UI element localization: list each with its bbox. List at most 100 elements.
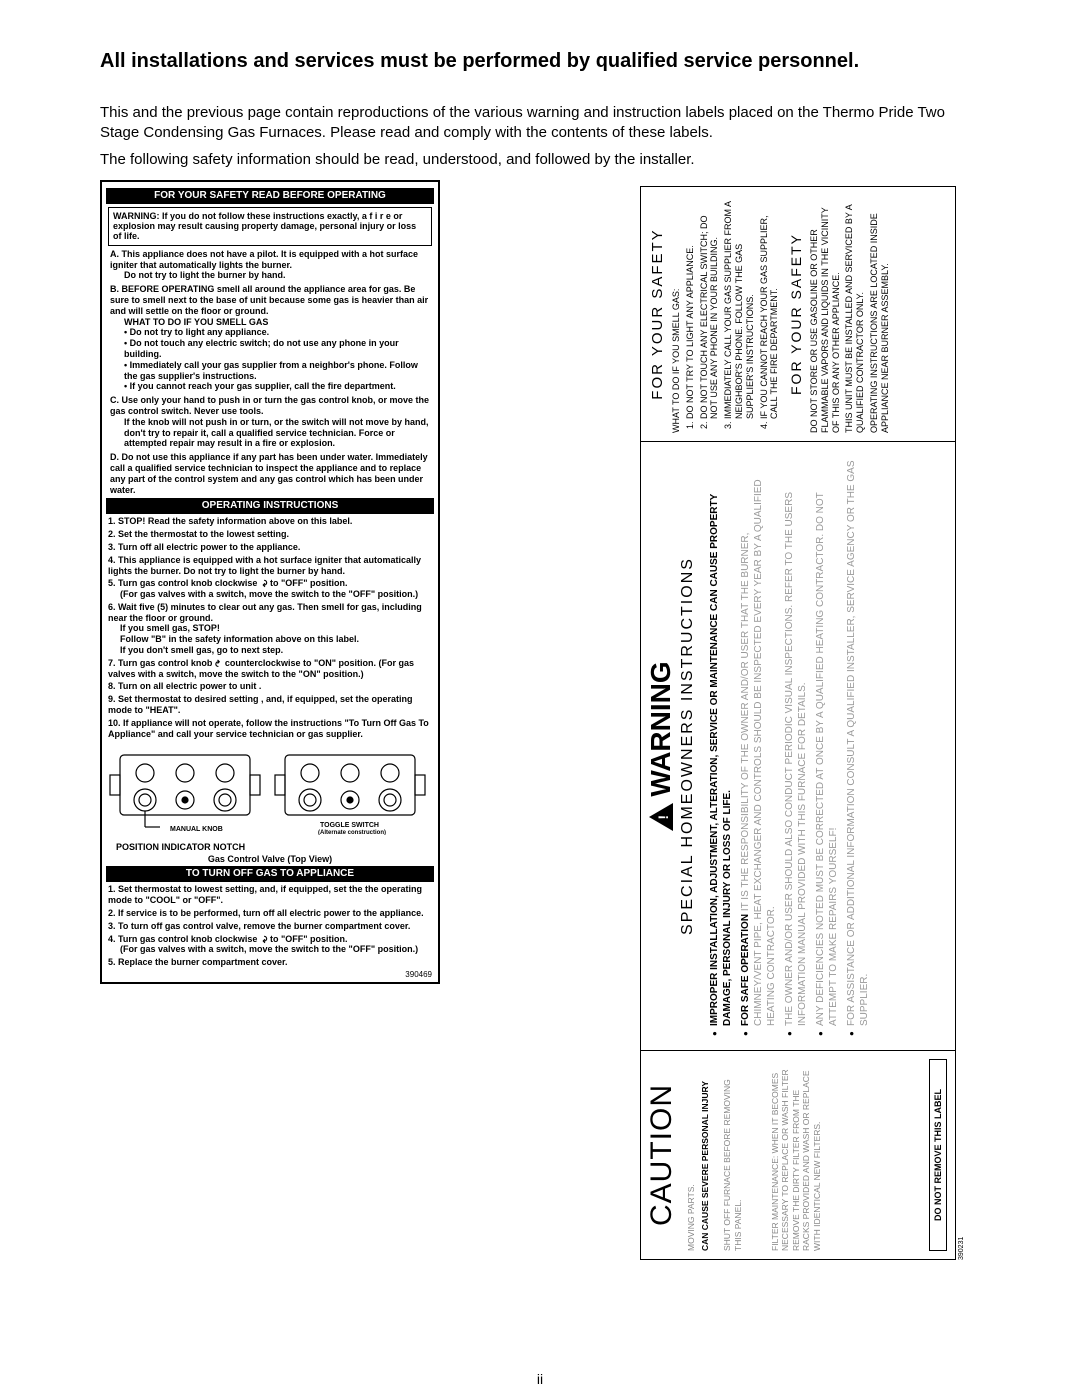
counterclockwise-arrow-icon: ↶	[213, 660, 224, 668]
text-c1: Use only your hand to push in or turn th…	[110, 395, 429, 416]
warn-r4: ANY DEFICIENCIES NOTED MUST BE CORRECTED…	[814, 456, 840, 1026]
warn-r2: FOR SAFE OPERATION IT IS THE RESPONSIBIL…	[739, 456, 778, 1026]
safety-i2: DO NOT TOUCH ANY ELECTRICAL SWITCH; DO N…	[699, 195, 721, 419]
diag-notch-label: POSITION INDICATOR NOTCH	[116, 842, 432, 853]
bullet-b4: If you cannot reach your gas supplier, c…	[124, 381, 432, 392]
text-c2: If the knob will not push in or turn, or…	[124, 417, 432, 449]
page-title: All installations and services must be p…	[100, 50, 980, 73]
safety-i3: IMMEDIATELY CALL YOUR GAS SUPPLIER FROM …	[723, 195, 755, 419]
op-6c: Follow "B" in the safety information abo…	[120, 634, 432, 645]
op-step-10: 10. If appliance will not operate, follo…	[108, 718, 432, 740]
svg-text:(Alternate construction): (Alternate construction)	[318, 830, 386, 835]
warning-title-row: WARNING	[641, 442, 677, 1050]
op-5a: 5. Turn gas control knob clockwise	[108, 578, 257, 588]
bullet-icon	[845, 1026, 871, 1036]
off-step-4: 4. Turn gas control knob clockwise ↷ to …	[108, 934, 432, 956]
caution-do-not-remove: DO NOT REMOVE THIS LABEL	[929, 1059, 947, 1251]
content-columns: FOR YOUR SAFETY READ BEFORE OPERATING WA…	[100, 180, 980, 1260]
text-b1: BEFORE OPERATING smell all around the ap…	[110, 284, 428, 316]
op-step-7: 7. Turn gas control knob ↶ counterclockw…	[108, 658, 432, 680]
label-c: C.	[110, 395, 119, 405]
safety-label-left: FOR YOUR SAFETY READ BEFORE OPERATING WA…	[100, 180, 440, 984]
caution-title: CAUTION	[641, 1051, 679, 1259]
off-step-2: 2. If service is to be performed, turn o…	[108, 908, 432, 919]
caution-label: CAUTION MOVING PARTS. CAN CAUSE SEVERE P…	[640, 1050, 956, 1260]
op-7a: 7. Turn gas control knob	[108, 658, 212, 668]
warning-triangle-icon	[649, 802, 673, 830]
bar-turn-off-gas: TO TURN OFF GAS TO APPLIANCE	[106, 866, 434, 882]
warning-subtitle: SPECIAL HOMEOWNERS INSTRUCTIONS	[677, 442, 703, 1050]
safety-p1: DO NOT STORE OR USE GASOLINE OR OTHER FL…	[809, 195, 841, 433]
bullet-icon	[814, 1026, 840, 1036]
warn-r5: FOR ASSISTANCE OR ADDITIONAL INFORMATION…	[845, 456, 871, 1026]
op-6b: If you smell gas, STOP!	[120, 623, 432, 634]
op-step-5: 5. Turn gas control knob clockwise ↷ to …	[108, 578, 432, 600]
safety-title-1: FOR YOUR SAFETY	[649, 195, 667, 433]
safety-lead: WHAT TO DO IF YOU SMELL GAS:	[671, 195, 682, 433]
caution-line1: CAN CAUSE SEVERE PERSONAL INJURY	[700, 1059, 711, 1251]
intro-text: This and the previous page contain repro…	[100, 103, 980, 144]
off-step-3: 3. To turn off gas control valve, remove…	[108, 921, 432, 932]
part-number-caution: 390231	[958, 1236, 965, 1259]
caution-body: MOVING PARTS. CAN CAUSE SEVERE PERSONAL …	[679, 1051, 925, 1259]
label-d: D.	[110, 452, 119, 462]
gas-valve-diagram: MANUAL KNOB TOGGLE SWITCH (Alternate con…	[108, 745, 432, 835]
warn-r2a: FOR SAFE OPERATION	[740, 914, 751, 1026]
safety-i4: IF YOU CANNOT REACH YOUR GAS SUPPLIER, C…	[759, 195, 781, 419]
rotated-labels: CAUTION MOVING PARTS. CAN CAUSE SEVERE P…	[640, 180, 970, 1260]
section-a: A. This appliance does not have a pilot.…	[110, 249, 432, 281]
bullet-icon	[708, 1026, 734, 1036]
clockwise-arrow-icon: ↷	[258, 935, 269, 943]
op-step-6: 6. Wait five (5) minutes to clear out an…	[108, 602, 432, 656]
heading-smell-gas: WHAT TO DO IF YOU SMELL GAS	[124, 317, 432, 328]
op-step-9: 9. Set thermostat to desired setting , a…	[108, 694, 432, 716]
svg-text:TOGGLE SWITCH: TOGGLE SWITCH	[320, 822, 379, 829]
safety-i1: DO NOT TRY TO LIGHT ANY APPLIANCE.	[685, 195, 696, 419]
diag-top-label: Gas Control Valve (Top View)	[108, 854, 432, 865]
off-4b: to "OFF" position.	[270, 934, 348, 944]
off-4a: 4. Turn gas control knob clockwise	[108, 934, 257, 944]
section-c: C. Use only your hand to push in or turn…	[110, 395, 432, 449]
bullet-icon	[783, 1026, 809, 1036]
op-5c: (For gas valves with a switch, move the …	[120, 589, 432, 600]
bullet-icon	[739, 1026, 778, 1036]
svg-text:MANUAL KNOB: MANUAL KNOB	[170, 826, 223, 833]
part-number-left: 390469	[108, 970, 432, 980]
bullet-b1: Do not try to light any appliance.	[124, 327, 432, 338]
section-b: B. BEFORE OPERATING smell all around the…	[110, 284, 432, 392]
safety-p2: THIS UNIT MUST BE INSTALLED AND SERVICED…	[844, 195, 866, 433]
safety-list: DO NOT TRY TO LIGHT ANY APPLIANCE. DO NO…	[685, 195, 780, 419]
warning-homeowners-label: WARNING SPECIAL HOMEOWNERS INSTRUCTIONS …	[640, 441, 956, 1051]
text-a1: This appliance does not have a pilot. It…	[110, 249, 418, 270]
subintro-text: The following safety information should …	[100, 150, 980, 170]
bullet-b3: Immediately call your gas supplier from …	[124, 360, 432, 382]
label-a: A.	[110, 249, 119, 259]
page-number: ii	[0, 1371, 1080, 1387]
off-4c: (For gas valves with a switch, move the …	[120, 944, 432, 955]
bullet-b2: Do not touch any electric switch; do not…	[124, 338, 432, 360]
caution-line3: FILTER MAINTENANCE: WHEN IT BECOMES NECE…	[770, 1059, 823, 1251]
warning-box: WARNING: If you do not follow these inst…	[108, 207, 432, 246]
caution-line2: SHUT OFF FURNACE BEFORE REMOVING THIS PA…	[722, 1059, 743, 1251]
text-a2: Do not try to light the burner by hand.	[124, 270, 432, 281]
label-b: B.	[110, 284, 119, 294]
bar-operating-instructions: OPERATING INSTRUCTIONS	[106, 498, 434, 514]
safety-title-2: FOR YOUR SAFETY	[788, 195, 805, 433]
op-step-2: 2. Set the thermostat to the lowest sett…	[108, 529, 432, 540]
right-labels-column: CAUTION MOVING PARTS. CAN CAUSE SEVERE P…	[640, 180, 970, 1260]
op-5b: to "OFF" position.	[270, 578, 348, 588]
op-6d: If you don't smell gas, go to next step.	[120, 645, 432, 656]
off-step-5: 5. Replace the burner compartment cover.	[108, 957, 432, 968]
for-your-safety-label: FOR YOUR SAFETY WHAT TO DO IF YOU SMELL …	[640, 186, 956, 442]
bar-read-before-operating: FOR YOUR SAFETY READ BEFORE OPERATING	[106, 188, 434, 204]
section-d: D. Do not use this appliance if any part…	[110, 452, 432, 495]
off-step-1: 1. Set thermostat to lowest setting, and…	[108, 884, 432, 906]
warn-r3: THE OWNER AND/OR USER SHOULD ALSO CONDUC…	[783, 456, 809, 1026]
op-6: 6. Wait five (5) minutes to clear out an…	[108, 602, 422, 623]
warning-body: IMPROPER INSTALLATION, ADJUSTMENT, ALTER…	[703, 442, 884, 1050]
op-step-3: 3. Turn off all electric power to the ap…	[108, 542, 432, 553]
clockwise-arrow-icon: ↷	[258, 580, 269, 588]
op-step-8: 8. Turn on all electric power to unit .	[108, 681, 432, 692]
op-step-1: 1. STOP! Read the safety information abo…	[108, 516, 432, 527]
warning-title: WARNING	[645, 661, 677, 796]
